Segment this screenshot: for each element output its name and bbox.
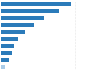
Bar xyxy=(1,23,34,27)
Bar xyxy=(1,44,14,48)
Bar xyxy=(1,65,5,69)
Bar xyxy=(1,37,18,41)
Bar xyxy=(1,51,12,55)
Bar xyxy=(1,58,9,62)
Bar xyxy=(1,9,59,13)
Bar xyxy=(1,2,71,6)
Bar xyxy=(1,30,25,34)
Bar xyxy=(1,16,44,20)
